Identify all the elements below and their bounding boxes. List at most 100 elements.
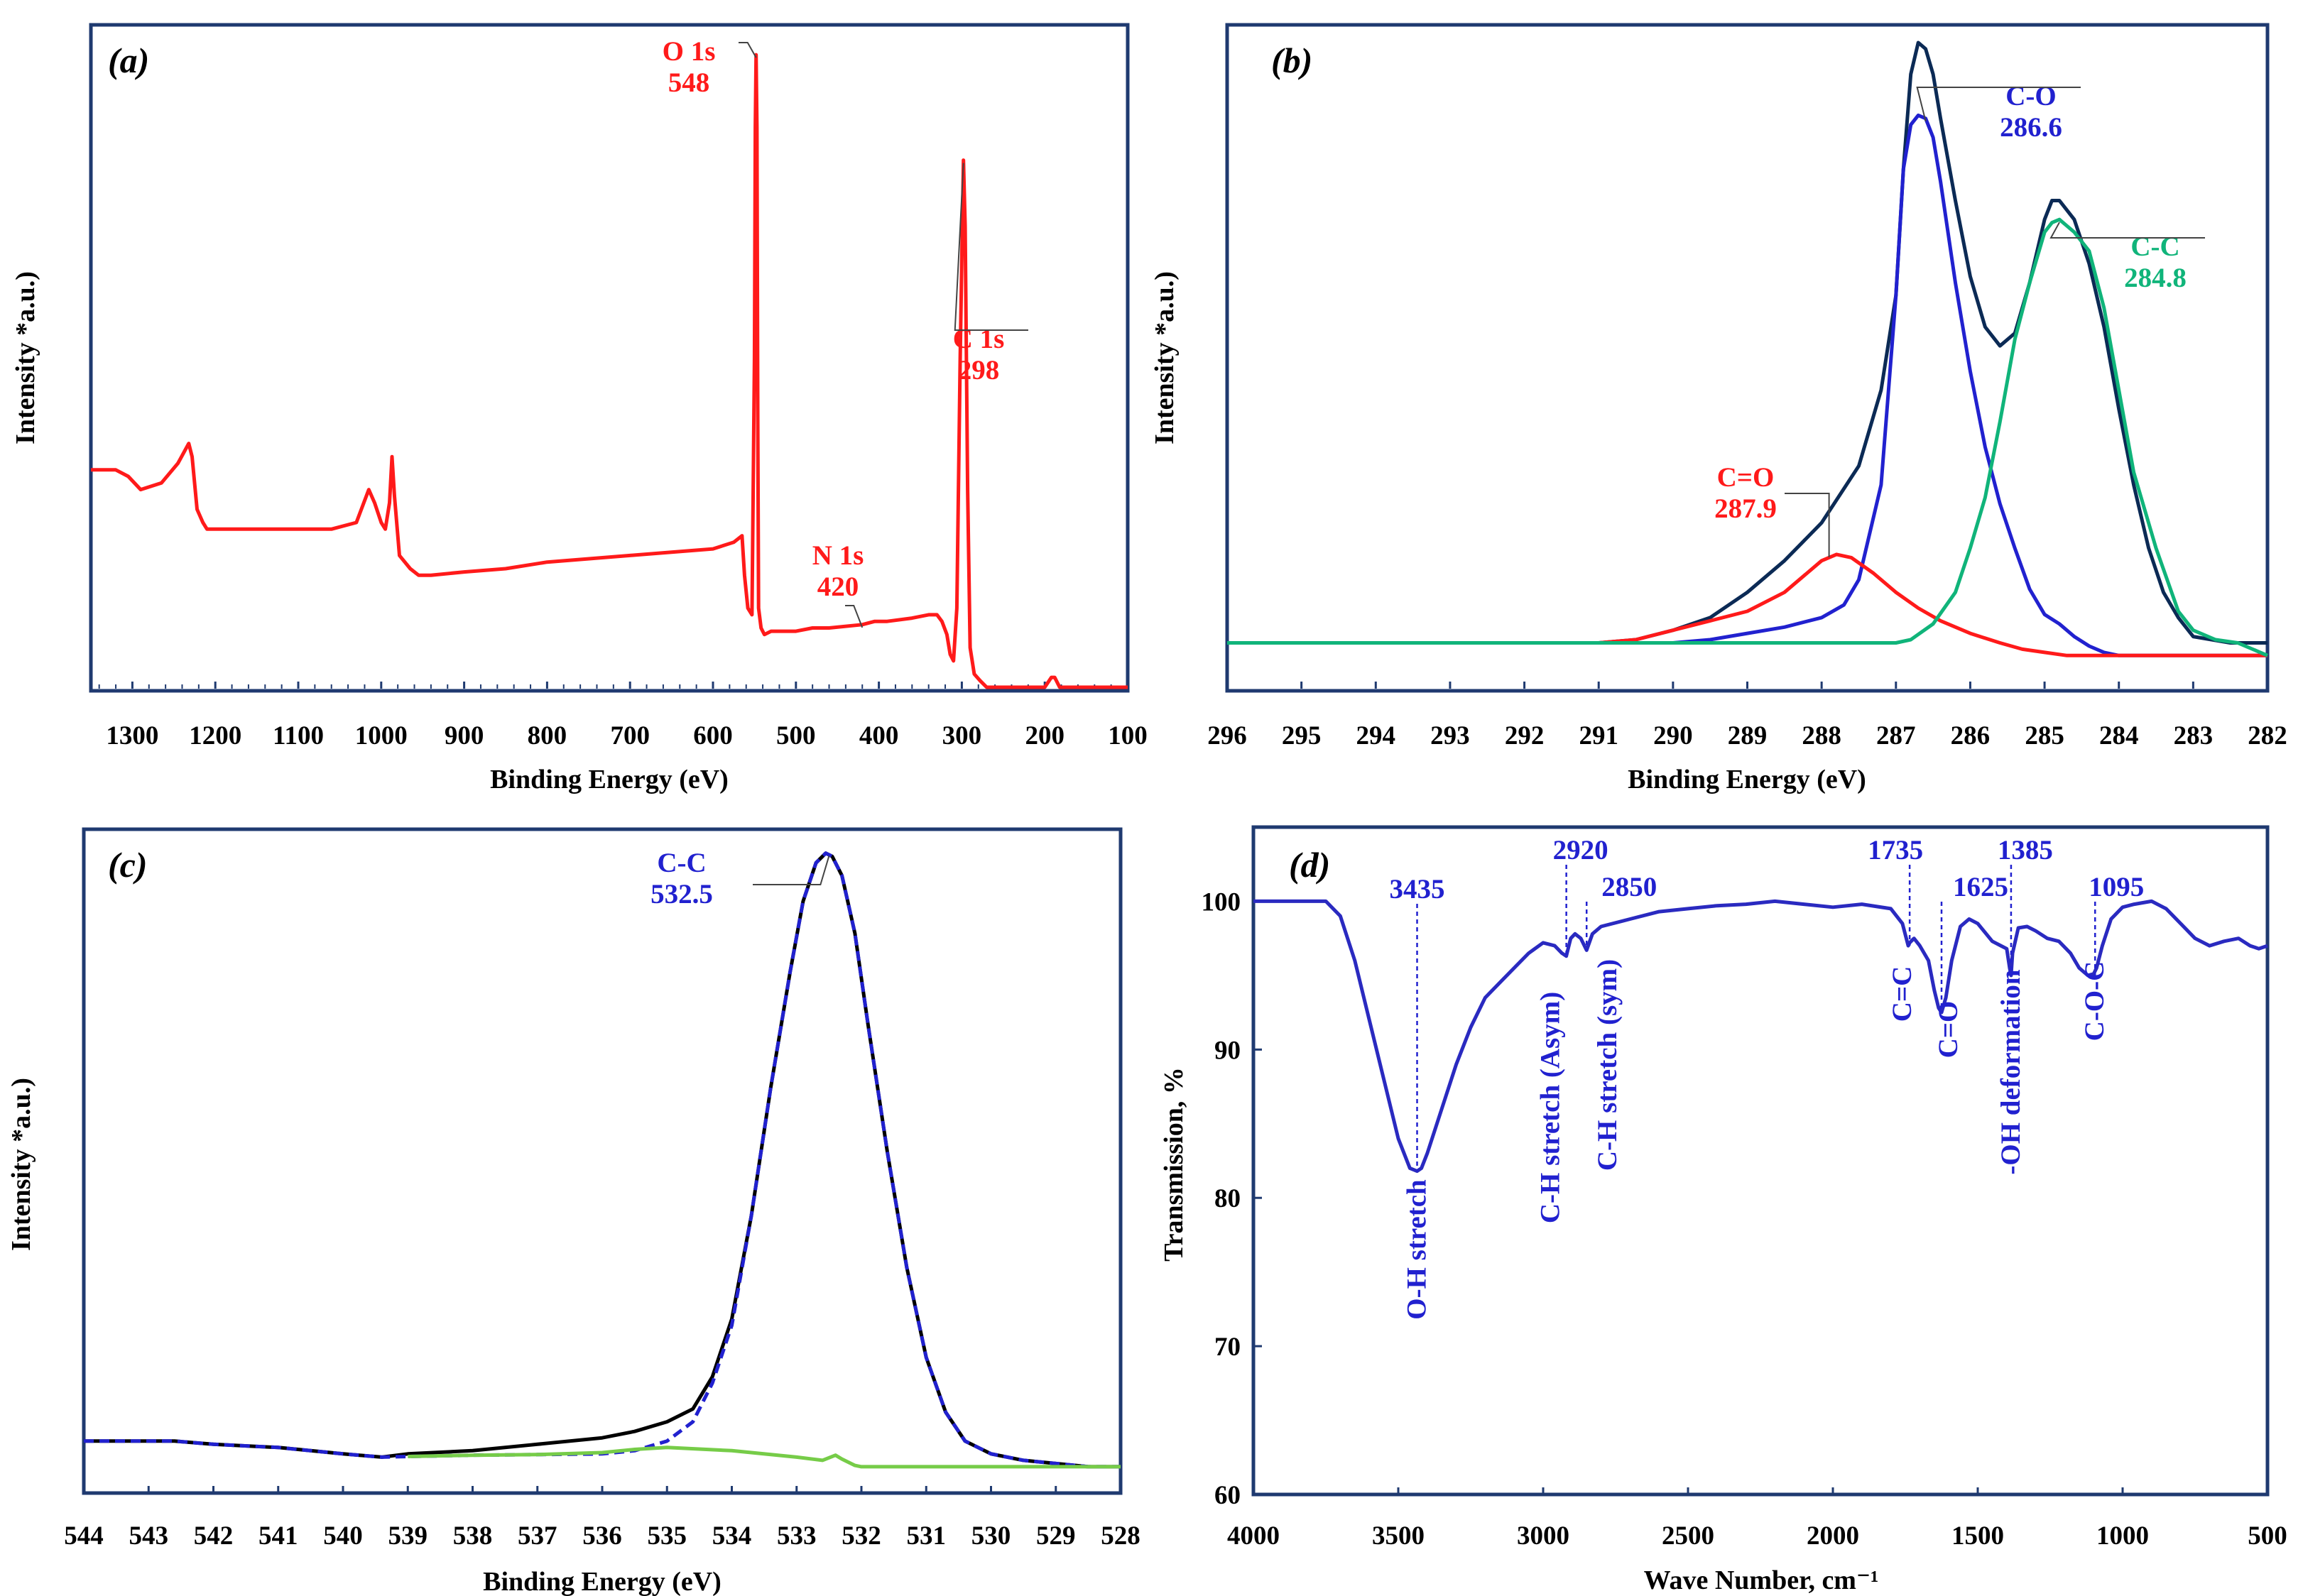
x-tick-label: 534 xyxy=(712,1521,752,1551)
y-tick-label: 70 xyxy=(1214,1333,1241,1362)
x-tick-label: 600 xyxy=(693,721,733,750)
x-tick-label: 288 xyxy=(1802,721,1841,750)
peak-wavenumber-label: 1625 xyxy=(1953,872,2008,902)
x-tick-label: 533 xyxy=(777,1521,817,1551)
panel-a-x-ticks: 1300 1200 1100 1000 900 800 700 600 500 400 300 200… xyxy=(98,682,1148,750)
x-tick-label: 541 xyxy=(258,1521,298,1551)
x-tick-label: 1500 xyxy=(1951,1521,2004,1551)
peak-wavenumber-label: 2920 xyxy=(1553,835,1608,865)
series-envelope-line xyxy=(1227,40,2267,645)
annotation-leader-line xyxy=(1785,493,1830,557)
peak-annotation-value: 548 xyxy=(668,67,710,98)
peak-wavenumber-label: 2850 xyxy=(1601,872,1657,902)
x-tick-label: 1000 xyxy=(355,721,408,750)
peak-wavenumber-label: 1385 xyxy=(1998,835,2053,865)
x-tick-label: 290 xyxy=(1653,721,1693,750)
annotation-leader-line xyxy=(954,163,1028,331)
series-c-c-line xyxy=(1227,217,2268,657)
x-tick-label: 700 xyxy=(610,721,650,750)
peak-annotation-name: O 1s xyxy=(663,36,716,67)
x-tick-label: 538 xyxy=(453,1521,493,1551)
panel-a-plot-frame xyxy=(89,23,1130,693)
y-tick-label: 100 xyxy=(1202,887,1241,917)
peak-annotation-name: C-C xyxy=(2130,231,2179,262)
annotation-leader-line xyxy=(739,42,757,58)
peak-annotation-value: 420 xyxy=(817,572,859,602)
series-background-line xyxy=(408,1445,1121,1469)
x-tick-label: 284 xyxy=(2099,721,2139,750)
panel-b-ylabel: Intensity *a.u.) xyxy=(1150,271,1180,444)
panel-c-x-ticks: 544 543 542 541 540 539 538 537 536 535 534 533 532 5… xyxy=(64,1486,1140,1551)
panel-b-xlabel: Binding Energy (eV) xyxy=(1628,765,1866,794)
x-tick-label: 296 xyxy=(1207,721,1247,750)
series-c-o-line xyxy=(1227,113,2267,657)
peak-annotation-value: 287.9 xyxy=(1714,493,1777,524)
x-tick-label: 286 xyxy=(1951,721,1991,750)
x-tick-label: 1300 xyxy=(106,721,158,750)
panel-d-annotations: 3435 2920 2850 1735 1625 1385 1095 O-H stretch C… xyxy=(1390,835,2145,1320)
x-tick-label: 528 xyxy=(1101,1521,1140,1551)
x-tick-label: 400 xyxy=(859,721,899,750)
band-assignment-label: -OH deformation xyxy=(1996,969,2026,1175)
panel-a-label: (a) xyxy=(108,40,149,80)
panel-c-label: (c) xyxy=(108,845,148,885)
x-tick-label: 529 xyxy=(1036,1521,1076,1551)
x-tick-label: 800 xyxy=(528,721,567,750)
x-tick-label: 291 xyxy=(1579,721,1618,750)
y-tick-label: 80 xyxy=(1214,1184,1241,1213)
x-tick-label: 3500 xyxy=(1372,1521,1425,1551)
x-tick-label: 500 xyxy=(2248,1521,2287,1551)
panel-c-plot-frame xyxy=(82,827,1123,1495)
series-survey-line xyxy=(91,53,1128,689)
x-tick-label: 294 xyxy=(1356,721,1396,750)
panel-d-plot-frame xyxy=(1251,825,2270,1497)
x-tick-label: 292 xyxy=(1505,721,1545,750)
panel-b-x-ticks: 296 295 294 293 292 291 290 289 288 287 286 285 284 2… xyxy=(1207,682,2287,750)
panel-c: (c) Binding Energy (eV) Intensity *a.u.)… xyxy=(6,827,1140,1596)
annotation-leader-line xyxy=(753,856,830,885)
band-assignment-label: C-H stretch (sym) xyxy=(1592,959,1623,1171)
x-tick-label: 531 xyxy=(907,1521,947,1551)
panel-b-label: (b) xyxy=(1271,40,1312,80)
x-tick-label: 295 xyxy=(1282,721,1322,750)
x-tick-label: 2000 xyxy=(1807,1521,1859,1551)
x-tick-label: 3000 xyxy=(1517,1521,1569,1551)
panel-a-series xyxy=(91,53,1128,689)
series-measured-line xyxy=(84,851,1121,1469)
panel-d-xlabel: Wave Number, cm⁻¹ xyxy=(1644,1565,1879,1595)
annotation-leader-line xyxy=(2049,222,2205,239)
peak-annotation-value: 532.5 xyxy=(650,879,713,909)
annotation-leader-line xyxy=(1916,87,2081,122)
x-tick-label: 4000 xyxy=(1227,1521,1280,1551)
panel-a-ylabel: Intensity *a.u.) xyxy=(11,271,40,444)
peak-annotation-value: 286.6 xyxy=(2000,112,2062,143)
x-tick-label: 200 xyxy=(1025,721,1065,750)
panel-c-series xyxy=(84,851,1121,1469)
band-assignment-label: C=C xyxy=(1887,966,1917,1022)
panel-d-ticks: 4000 3500 3000 2500 2000 1500 1000 500 60 70 80 90 1… xyxy=(1202,887,2287,1551)
panel-b-plot-frame xyxy=(1225,23,2270,693)
panel-b: (b) Binding Energy (eV) Intensity *a.u.)… xyxy=(1150,23,2287,794)
peak-wavenumber-label: 3435 xyxy=(1390,874,1445,904)
y-tick-label: 90 xyxy=(1214,1036,1241,1065)
x-tick-label: 287 xyxy=(1876,721,1916,750)
peak-annotation-name: C-C xyxy=(657,848,706,878)
x-tick-label: 536 xyxy=(582,1521,622,1551)
x-tick-label: 544 xyxy=(64,1521,104,1551)
panel-d-ylabel: Transmission, % xyxy=(1159,1067,1189,1262)
peak-wavenumber-label: 1095 xyxy=(2089,872,2144,902)
x-tick-label: 1200 xyxy=(189,721,241,750)
panel-d-series xyxy=(1253,899,2268,1174)
x-tick-label: 900 xyxy=(445,721,484,750)
series-c-o-line xyxy=(1227,552,2267,657)
band-assignment-label: C-H stretch (Asym) xyxy=(1535,992,1566,1223)
panel-c-xlabel: Binding Energy (eV) xyxy=(483,1567,722,1596)
band-assignment-label: C=O xyxy=(1933,1001,1964,1059)
panel-a-xlabel: Binding Energy (eV) xyxy=(490,765,729,794)
peak-annotation-name: C-O xyxy=(2005,81,2057,111)
x-tick-label: 543 xyxy=(129,1521,169,1551)
